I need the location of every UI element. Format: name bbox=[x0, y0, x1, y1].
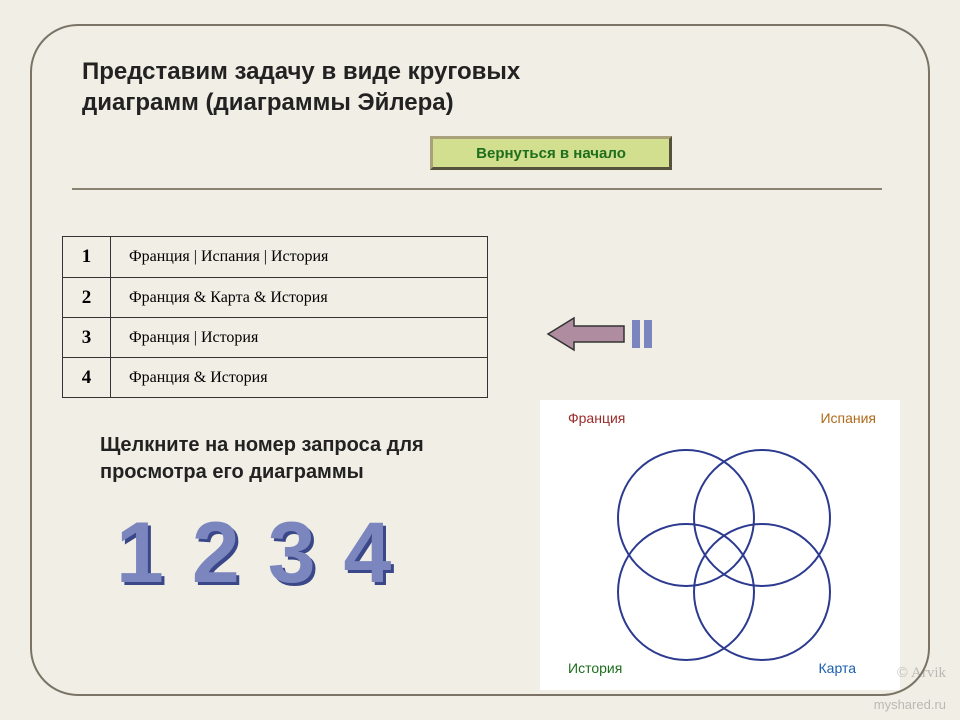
back-button-label: Вернуться в начало bbox=[476, 145, 626, 162]
row-number[interactable]: 1 bbox=[63, 237, 111, 277]
venn-diagram: Франция Испания История Карта bbox=[540, 400, 900, 690]
venn-circle bbox=[618, 450, 754, 586]
table-row: 2 Франция & Карта & История bbox=[63, 277, 487, 317]
row-number[interactable]: 2 bbox=[63, 278, 111, 317]
table-row: 1 Франция | Испания | История bbox=[63, 237, 487, 277]
venn-svg bbox=[540, 406, 900, 696]
back-button[interactable]: Вернуться в начало bbox=[430, 136, 672, 170]
pointer-arrow bbox=[546, 314, 666, 354]
venn-circle bbox=[694, 524, 830, 660]
page-title: Представим задачу в виде круговых диагра… bbox=[82, 56, 642, 118]
venn-label-tl: Франция bbox=[568, 410, 625, 426]
table-row: 4 Франция & История bbox=[63, 357, 487, 397]
venn-circle bbox=[618, 524, 754, 660]
arrow-left-icon bbox=[546, 314, 666, 354]
row-query: Франция | История bbox=[111, 318, 487, 357]
query-table: 1 Франция | Испания | История 2 Франция … bbox=[62, 236, 488, 398]
big-number-3[interactable]: 3 bbox=[268, 510, 316, 596]
big-number-1[interactable]: 1 bbox=[116, 510, 164, 596]
venn-label-br: Карта bbox=[819, 660, 856, 676]
big-number-4[interactable]: 4 bbox=[344, 510, 392, 596]
row-query: Франция & Карта & История bbox=[111, 278, 487, 317]
divider bbox=[72, 188, 882, 190]
instruction-text: Щелкните на номер запроса для просмотра … bbox=[100, 432, 500, 486]
big-number-2[interactable]: 2 bbox=[192, 510, 240, 596]
row-number[interactable]: 4 bbox=[63, 358, 111, 397]
row-query: Франция | Испания | История bbox=[111, 237, 487, 277]
row-query: Франция & История bbox=[111, 358, 487, 397]
row-number[interactable]: 3 bbox=[63, 318, 111, 357]
watermark: myshared.ru bbox=[874, 698, 946, 712]
big-number-row: 1 2 3 4 bbox=[116, 510, 391, 596]
venn-circle bbox=[694, 450, 830, 586]
copyright-mark: © Arvik bbox=[897, 665, 946, 682]
table-row: 3 Франция | История bbox=[63, 317, 487, 357]
venn-label-tr: Испания bbox=[820, 410, 876, 426]
venn-label-bl: История bbox=[568, 660, 622, 676]
